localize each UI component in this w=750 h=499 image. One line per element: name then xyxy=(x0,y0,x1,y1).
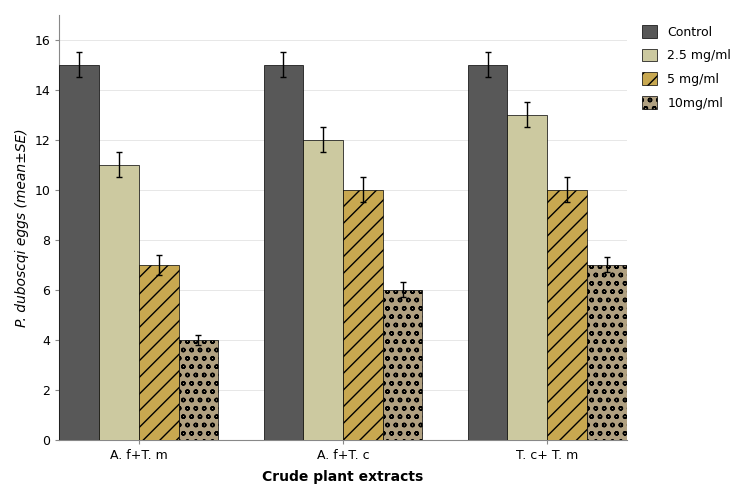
Bar xyxy=(263,65,303,440)
Bar xyxy=(343,190,382,440)
Bar xyxy=(586,265,626,440)
Bar xyxy=(178,340,218,440)
X-axis label: Crude plant extracts: Crude plant extracts xyxy=(262,470,424,484)
Bar xyxy=(99,165,139,440)
Bar xyxy=(468,65,508,440)
Bar xyxy=(59,65,99,440)
Bar xyxy=(303,140,343,440)
Y-axis label: P. duboscqi eggs (mean±SE): P. duboscqi eggs (mean±SE) xyxy=(15,128,29,327)
Bar xyxy=(382,290,422,440)
Bar xyxy=(139,265,178,440)
Bar xyxy=(548,190,586,440)
Bar xyxy=(508,115,548,440)
Legend: Control, 2.5 mg/ml, 5 mg/ml, 10mg/ml: Control, 2.5 mg/ml, 5 mg/ml, 10mg/ml xyxy=(638,21,735,113)
